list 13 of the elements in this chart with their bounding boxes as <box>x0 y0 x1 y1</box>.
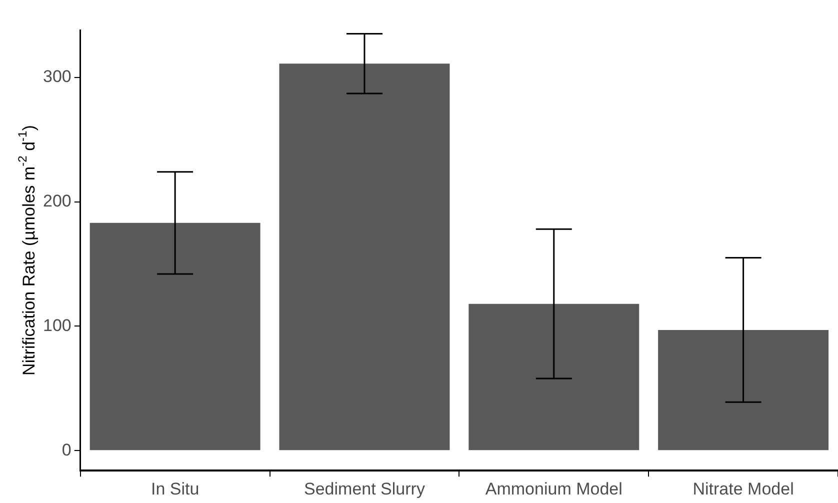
y-axis-title: Nitrification Rate (µmoles m-2 d-1) <box>15 125 39 376</box>
bar <box>468 304 640 450</box>
x-tick-label: Nitrate Model <box>692 479 794 498</box>
bar <box>279 64 450 450</box>
y-tick-label: 300 <box>42 66 72 86</box>
y-tick-label: 200 <box>42 191 72 210</box>
x-tick-label: Ammonium Model <box>485 479 622 498</box>
bar <box>658 330 829 450</box>
x-tick-label: Sediment Slurry <box>304 479 426 498</box>
y-tick-label: 0 <box>62 440 72 460</box>
x-tick-label: In Situ <box>150 479 200 498</box>
bar <box>90 222 260 450</box>
y-tick-label: 100 <box>42 316 72 335</box>
